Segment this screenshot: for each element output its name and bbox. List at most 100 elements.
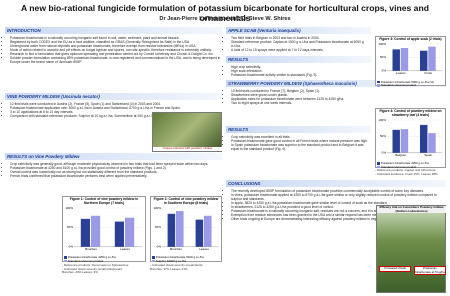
section-heading: CONCLUSIONS (226, 180, 446, 187)
legend-entry: Standard reference product (377, 83, 444, 88)
image-label: Untreated check (379, 266, 411, 272)
bar (392, 49, 400, 71)
bullet-text: Mode of action related to osmotic and pH… (10, 48, 222, 52)
bar (80, 218, 90, 247)
bullet-text: Standard reference product: Captan at 15… (231, 40, 371, 48)
section-heading: RESULTS on Vine Powdery Mildew (5, 153, 222, 160)
y-tick-label: 100% (65, 206, 73, 210)
section-heading: INTRODUCTION (5, 27, 222, 34)
bullet-text: Potassium bicarbonate is a naturally occ… (10, 36, 222, 40)
bullet-text: 12 field trials were conducted in Austri… (10, 102, 222, 106)
bullet-list: 12 field trials were conducted in Austri… (5, 102, 222, 118)
legend: Potassium bicarbonate 4250 g a.i./ha Stan… (64, 256, 144, 263)
authors: Dr Jean-Pierre Laffranque and Dr Steve W… (159, 16, 291, 22)
bullet-text: 10 field trials conducted in France (7),… (231, 89, 446, 93)
bullet-text: Registered by both CODEX and the EU as a… (10, 40, 222, 44)
bar (400, 128, 409, 153)
note-text: - Untreated incidence: Fruits 15%, Leave… (375, 171, 438, 176)
bullet-list: Crop selectivity was excellent in all tr… (226, 135, 371, 151)
bullet-text: Research to find a formulation that give… (10, 52, 222, 56)
bullet-text: In strawberries, 2125 to 4250 g a.i./ha … (231, 205, 446, 209)
bullet-list: Crop selectivity was generally good, alt… (5, 162, 222, 178)
bar-chart: 0% 50% 100% Bunches Leaves (65, 205, 142, 251)
bullet-text: Crop selectivity was generally good, alt… (10, 162, 222, 166)
note-text: - Reference products: Captan and triflum… (375, 168, 436, 172)
bullet-text: The recently developed 85SP formulation … (231, 189, 446, 193)
bullet-text: Comparison with standard reference produ… (10, 114, 222, 118)
legend-entry: Potassium bicarbonate 4250 g a.i./ha (377, 162, 444, 166)
figure-title: Figure 4: Control of powdery mildew on s… (379, 109, 442, 117)
x-tick-label: Bunches (170, 247, 182, 251)
bar (420, 50, 428, 71)
figure: Figure 3: Control of apple scab (2 trial… (375, 36, 446, 88)
legend-label: Potassium bicarbonate 5100 g a.i./ha (156, 255, 204, 260)
legend-swatch (64, 259, 67, 263)
bar (428, 46, 436, 71)
bullet-list: High crop selectivity.High scab infestat… (226, 65, 371, 77)
section-heading: RESULTS (226, 126, 371, 133)
section: VINE POWDERY MILDEW (Uncinula necator) 12… (5, 93, 222, 118)
legend-label: Standard reference product (68, 258, 104, 263)
legend-label: Potassium bicarbonate 5000 g a.i./ha (%) (381, 79, 435, 84)
y-tick-label: 50% (67, 225, 73, 229)
bullet-text: 3 to 10 applications at 8 to 14 day inte… (10, 110, 222, 114)
bar (204, 215, 212, 247)
legend-swatch (152, 256, 155, 259)
legend-label: Standard reference product (381, 83, 417, 88)
figure-title: Figure 3: Control of apple scab (2 trial… (379, 37, 442, 41)
legend-swatch (377, 80, 380, 84)
section: RESULTS High crop selectivity.High scab i… (226, 56, 371, 77)
legend: Potassium bicarbonate 5000 g a.i./ha (%)… (377, 79, 444, 88)
figure-notes: - Untreated check severity (mean/plots):… (150, 263, 222, 271)
x-tick-label: Bunches (85, 247, 97, 251)
bullet-text: Application rates for potassium bicarbon… (231, 97, 446, 101)
bullet-text: Other trials ongoing in Europe are demon… (231, 217, 446, 221)
section: APPLE SCAB (Venturia inaequalis) Two fiel… (226, 27, 371, 52)
y-tick-label: 0% (382, 68, 387, 72)
note-text: Bunches: 20% Leaves: 9% (62, 270, 98, 275)
image-caption: Grapes infected with powdery mildew (153, 147, 222, 151)
legend-label: Sulphur 10000 g a.i./ha (156, 258, 186, 263)
legend-entry: Standard reference product (377, 165, 444, 170)
bar (420, 124, 428, 153)
bar (167, 213, 176, 247)
bar (428, 132, 436, 153)
bullet-text: French trials confirmed that potassium b… (10, 174, 222, 178)
bullet-text: Underground water from natural deposits … (10, 44, 222, 48)
bullet-text: Crop selectivity was excellent in all tr… (231, 135, 371, 139)
x-tick-label: Leaves (120, 247, 130, 251)
section-heading: APPLE SCAB (Venturia inaequalis) (226, 27, 371, 34)
image-caption: Efficacy trial on Cucumbers Powdery mild… (377, 205, 446, 214)
bar (392, 129, 400, 153)
bullet-text: Potassium bicarbonate at 4250 and 5100 g… (10, 166, 222, 170)
figure-notes: - Reference products: Penconazol or Spir… (62, 263, 147, 275)
bar (176, 210, 184, 247)
section: INTRODUCTION Potassium bicarbonate is a n… (5, 27, 222, 64)
legend: Potassium bicarbonate 4250 g a.i./ha Stan… (377, 162, 444, 169)
bullet-list: Potassium bicarbonate is a naturally occ… (5, 36, 222, 65)
cucumber-photo: Efficacy trial on Cucumbers Powdery mild… (376, 205, 446, 293)
bar (125, 217, 135, 247)
x-tick-label: Belgium (395, 153, 406, 157)
bullet-text: Soluble powder formulation containing 85… (10, 56, 222, 64)
legend-entry: Potassium bicarbonate 5100 g a.i./ha (152, 256, 220, 260)
y-tick-label: 100% (378, 42, 386, 46)
section-heading: RESULTS (226, 56, 371, 63)
legend-swatch (152, 259, 155, 263)
bar (91, 215, 101, 247)
y-tick-label: 0% (69, 244, 74, 248)
bullet-text: In apple, 3825 to 4250 g a.i./ha potassi… (231, 201, 446, 205)
y-tick-label: 100% (153, 206, 161, 210)
bullet-text: In Spain potassium bicarbonate was super… (231, 143, 371, 151)
bullet-text: Two field trials in Belgium in 2003 and … (231, 36, 371, 40)
legend-entry: Standard reference product (64, 258, 144, 264)
legend: Potassium bicarbonate 5100 g a.i./ha Sulp… (152, 256, 220, 263)
section: RESULTS on Vine Powdery Mildew Crop selec… (5, 153, 222, 178)
legend-entry: Potassium bicarbonate 4250 g a.i./ha (64, 256, 144, 260)
legend-swatch (377, 162, 380, 165)
x-tick-label: Fruits (425, 71, 433, 75)
bullet-text: Strawberries were grown under plastic. (231, 93, 446, 97)
bullet-text: Overall control was numerically not as s… (10, 170, 222, 174)
legend-entry: Sulphur 10000 g a.i./ha (152, 258, 220, 264)
